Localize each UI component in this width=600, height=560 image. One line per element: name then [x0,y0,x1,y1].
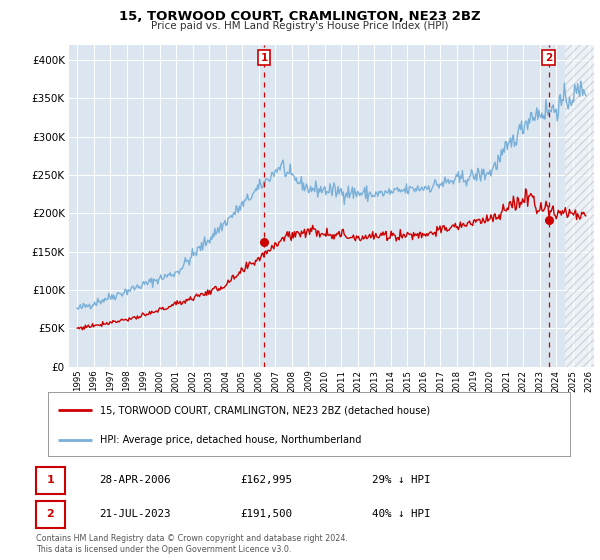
Text: 1: 1 [260,53,268,63]
Text: £162,995: £162,995 [240,475,292,486]
Text: This data is licensed under the Open Government Licence v3.0.: This data is licensed under the Open Gov… [36,545,292,554]
Text: £191,500: £191,500 [240,509,292,519]
Text: 21-JUL-2023: 21-JUL-2023 [99,509,170,519]
Text: 15, TORWOOD COURT, CRAMLINGTON, NE23 2BZ: 15, TORWOOD COURT, CRAMLINGTON, NE23 2BZ [119,10,481,23]
Text: 2: 2 [545,53,552,63]
Text: 29% ↓ HPI: 29% ↓ HPI [372,475,431,486]
Text: Contains HM Land Registry data © Crown copyright and database right 2024.: Contains HM Land Registry data © Crown c… [36,534,348,543]
Text: 2: 2 [47,509,54,519]
Text: 40% ↓ HPI: 40% ↓ HPI [372,509,431,519]
Bar [565,45,594,367]
Text: Price paid vs. HM Land Registry's House Price Index (HPI): Price paid vs. HM Land Registry's House … [151,21,449,31]
Text: 28-APR-2006: 28-APR-2006 [99,475,170,486]
Text: 15, TORWOOD COURT, CRAMLINGTON, NE23 2BZ (detached house): 15, TORWOOD COURT, CRAMLINGTON, NE23 2BZ… [100,405,430,415]
Text: 1: 1 [47,475,54,486]
Text: HPI: Average price, detached house, Northumberland: HPI: Average price, detached house, Nort… [100,435,362,445]
